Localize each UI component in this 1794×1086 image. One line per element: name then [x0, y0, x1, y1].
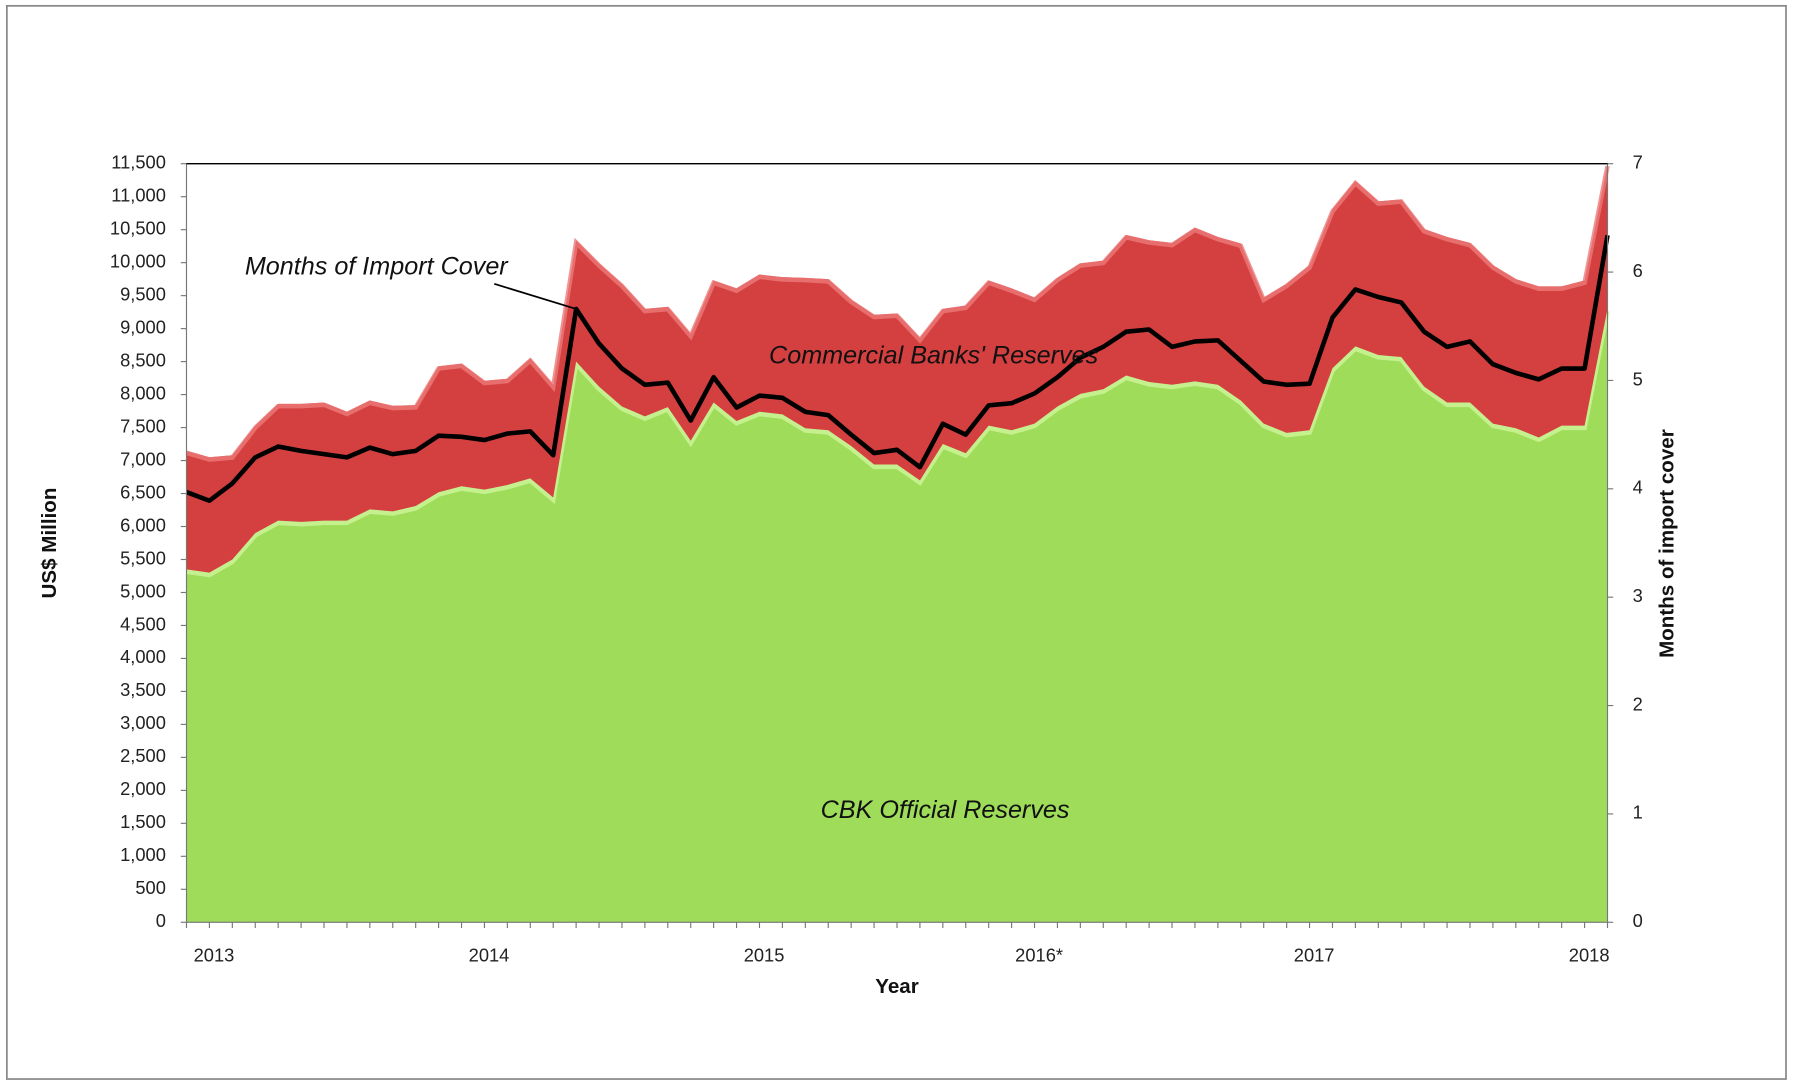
y-tick-label: 6,500 [120, 481, 166, 502]
x-tick-label: 2017 [1294, 944, 1335, 965]
y-tick-label: 10,500 [110, 218, 166, 239]
y-tick-label: 0 [156, 910, 166, 931]
area-highlight [185, 165, 1610, 462]
y-tick-label: 500 [135, 877, 166, 898]
y-tick-label: 9,000 [120, 316, 166, 337]
y2-axis-label: Months of import cover [1656, 429, 1679, 658]
y-tick-label: 2,000 [120, 778, 166, 799]
area [186, 308, 1608, 923]
y-tick-label: 5,500 [120, 547, 166, 568]
y-tick-label: 3,000 [120, 712, 166, 733]
y-tick-label: 5,000 [120, 580, 166, 601]
area [186, 163, 1608, 573]
annotation: CBK Official Reserves [821, 796, 1070, 824]
y2-tick-label: 1 [1633, 802, 1643, 823]
y-tick-label: 9,500 [120, 283, 166, 304]
y-tick-label: 6,000 [120, 514, 166, 535]
annotation-leader [494, 283, 577, 310]
y-tick-label: 1,000 [120, 844, 166, 865]
y2-tick-label: 6 [1633, 260, 1643, 281]
y2-tick-label: 7 [1633, 152, 1643, 173]
annotation: Months of Import Cover [245, 252, 509, 280]
line [185, 234, 1610, 504]
y-tick-label: 4,500 [120, 613, 166, 634]
x-axis-label: Year [875, 975, 919, 998]
y-tick-label: 8,500 [120, 349, 166, 370]
y-tick-label: 10,000 [110, 250, 166, 271]
y-tick-label: 1,500 [120, 811, 166, 832]
y-tick-label: 3,500 [120, 679, 166, 700]
x-tick-label: 2018 [1569, 944, 1610, 965]
y-tick-label: 11,000 [111, 185, 166, 206]
y-tick-label: 2,500 [120, 745, 166, 766]
y2-tick-label: 5 [1633, 368, 1643, 389]
y2-tick-label: 4 [1633, 477, 1643, 498]
y-tick-label: 7,000 [120, 448, 166, 469]
y2-tick-label: 0 [1633, 910, 1643, 931]
y2-tick-label: 2 [1633, 693, 1643, 714]
y2-tick-label: 3 [1633, 585, 1643, 606]
y-axis-label: US$ Million [38, 488, 61, 599]
y-tick-label: 7,500 [120, 415, 166, 436]
annotation: Commercial Banks' Reserves [769, 342, 1099, 370]
x-tick-label: 2016* [1015, 944, 1063, 965]
y-tick-label: 11,500 [111, 152, 166, 173]
x-tick-label: 2014 [469, 944, 510, 965]
area-highlight [186, 310, 1610, 578]
y-tick-label: 4,000 [120, 646, 166, 667]
x-tick-label: 2015 [744, 944, 785, 965]
x-tick-label: 2013 [194, 944, 235, 965]
y-tick-label: 8,000 [120, 382, 166, 403]
